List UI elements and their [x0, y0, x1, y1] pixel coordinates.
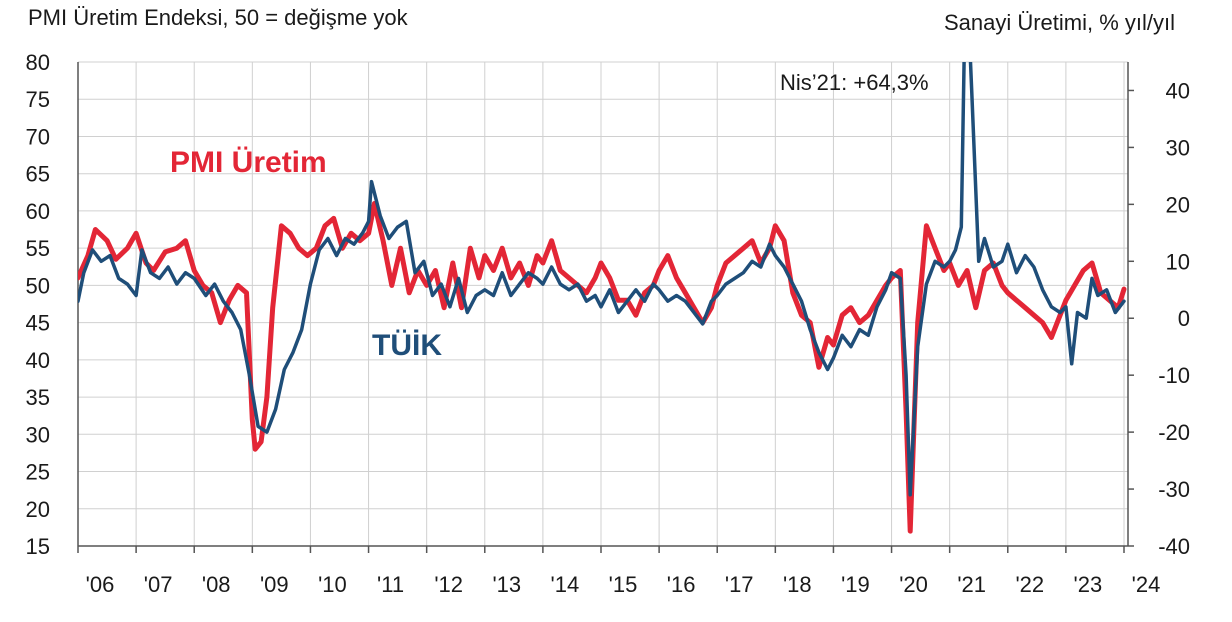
- x-tick-label: '23: [1074, 572, 1103, 597]
- x-tick-label: '09: [260, 572, 289, 597]
- series-label-pmi: PMI Üretim: [170, 146, 327, 179]
- x-tick-label: '08: [202, 572, 231, 597]
- y-right-tick-label: -20: [1158, 420, 1190, 445]
- x-tick-label: '16: [667, 572, 696, 597]
- x-tick-label: '20: [899, 572, 928, 597]
- right-axis-title: Sanayi Üretimi, % yıl/yıl: [944, 10, 1175, 35]
- y-right-tick-label: -30: [1158, 477, 1190, 502]
- y-left-tick-label: 35: [26, 385, 50, 410]
- x-tick-label: '07: [144, 572, 173, 597]
- series-label-tuik: TÜİK: [372, 329, 442, 362]
- y-left-tick-label: 45: [26, 311, 50, 336]
- y-left-tick-label: 20: [26, 497, 50, 522]
- peak-annotation: Nis’21: +64,3%: [780, 70, 929, 95]
- x-tick-label: '11: [377, 572, 404, 597]
- x-tick-label: '06: [86, 572, 115, 597]
- x-tick-label: '24: [1132, 572, 1161, 597]
- y-right-tick-label: -10: [1158, 363, 1190, 388]
- x-tick-label: '21: [957, 572, 986, 597]
- y-right-tick-label: -40: [1158, 534, 1190, 559]
- y-left-tick-label: 65: [26, 162, 50, 187]
- y-left-tick-label: 40: [26, 348, 50, 373]
- y-right-tick-label: 20: [1166, 192, 1190, 217]
- y-left-tick-label: 15: [26, 534, 50, 559]
- x-tick-label: '19: [841, 572, 870, 597]
- x-tick-label: '18: [783, 572, 812, 597]
- y-right-tick-label: 30: [1166, 135, 1190, 160]
- y-right-tick-label: 40: [1166, 78, 1190, 103]
- x-tick-label: '17: [725, 572, 754, 597]
- y-left-tick-label: 75: [26, 87, 50, 112]
- series-layer: [78, 62, 1127, 534]
- series-line-tuik: [78, 62, 1126, 497]
- y-right-tick-label: 0: [1178, 306, 1190, 331]
- y-left-tick-label: 30: [26, 422, 50, 447]
- x-tick-label: '12: [434, 572, 463, 597]
- y-left-tick-label: 60: [26, 199, 50, 224]
- x-tick-label: '22: [1015, 572, 1044, 597]
- y-left-tick-label: 80: [26, 50, 50, 75]
- x-tick-label: '14: [551, 572, 580, 597]
- y-left-tick-label: 50: [26, 273, 50, 298]
- axes: 80 75 70 65 60 55 50 45 40 35 30 25 20 15 40 30 20 10 0 -10…: [26, 50, 1190, 597]
- x-tick-label: '15: [609, 572, 638, 597]
- y-left-tick-label: 70: [26, 124, 50, 149]
- left-axis-title: PMI Üretim Endeksi, 50 = değişme yok: [28, 5, 409, 30]
- x-tick-label: '10: [318, 572, 347, 597]
- y-left-tick-label: 25: [26, 460, 50, 485]
- y-right-tick-label: 10: [1166, 249, 1190, 274]
- x-tick-label: '13: [492, 572, 521, 597]
- y-left-tick-label: 55: [26, 236, 50, 261]
